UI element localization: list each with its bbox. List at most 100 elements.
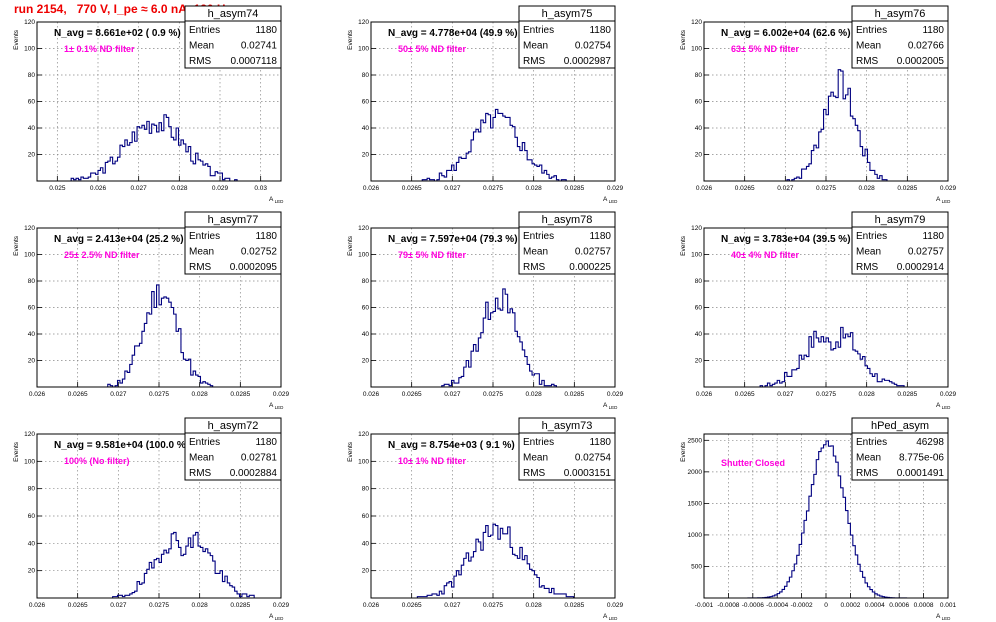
stats-value: 1180 bbox=[922, 25, 944, 36]
histogram-pad-h_asym78: 0.026 0.0265 0.027 0.0275 0.028 0.0285 0.029 20… bbox=[347, 211, 624, 410]
y-tick-label: 100 bbox=[24, 458, 35, 465]
x-tick-label: 0.026 bbox=[363, 391, 380, 398]
stats-label: Entries bbox=[523, 231, 554, 242]
stats-title: hPed_asym bbox=[871, 420, 929, 432]
stats-value: 0.000225 bbox=[569, 262, 611, 273]
x-tick-label: -0.001 bbox=[695, 602, 714, 609]
n-avg-label: N_avg = 6.002e+04 (62.6 %) bbox=[721, 28, 851, 39]
y-tick-label: 60 bbox=[362, 513, 370, 520]
y-tick-label: 100 bbox=[691, 252, 702, 259]
stats-label: RMS bbox=[856, 468, 879, 479]
stats-title: h_asym76 bbox=[875, 8, 926, 20]
plot-frame bbox=[370, 227, 616, 388]
x-tick-label: 0.0002 bbox=[840, 602, 860, 609]
x-tick-label: 0.028 bbox=[526, 391, 543, 398]
filter-note: 40± 4% ND filter bbox=[731, 250, 799, 260]
x-tick-label: 0.029 bbox=[212, 185, 229, 192]
y-tick-label: 40 bbox=[695, 125, 703, 132]
y-tick-label: 60 bbox=[28, 305, 36, 312]
y-tick-label: 20 bbox=[362, 358, 370, 365]
y-tick-label: 40 bbox=[28, 125, 36, 132]
plot-frame bbox=[703, 227, 949, 388]
histogram-pad-h_asym74: 0.025 0.026 0.027 0.028 0.029 0.03 20 40 60 80 100… bbox=[13, 5, 284, 204]
n-avg-label: N_avg = 7.597e+04 (79.3 %) bbox=[388, 234, 518, 245]
stats-label: RMS bbox=[523, 56, 546, 67]
plot-frame bbox=[36, 21, 282, 182]
stats-title: h_asym78 bbox=[542, 214, 593, 226]
stats-box: h_asym78 Entries 1180 Mean 0.02757 RMS 0.00022… bbox=[518, 211, 616, 275]
y-tick-label: 60 bbox=[362, 99, 370, 106]
y-tick-label: 80 bbox=[695, 72, 703, 79]
stats-label: Mean bbox=[856, 247, 881, 258]
histogram-pad-h_asym73: 0.026 0.0265 0.027 0.0275 0.028 0.0285 0.029 20… bbox=[347, 417, 624, 621]
stats-value: 1180 bbox=[255, 25, 277, 36]
y-tick-label: 500 bbox=[691, 563, 702, 570]
y-tick-label: 100 bbox=[24, 46, 35, 53]
y-axis-label: Events bbox=[680, 29, 687, 50]
x-tick-label: 0.0285 bbox=[897, 185, 917, 192]
stats-label: Entries bbox=[856, 437, 887, 448]
x-tick-label: 0.028 bbox=[526, 602, 543, 609]
filter-note: 10± 1% ND filter bbox=[398, 456, 466, 466]
y-tick-label: 40 bbox=[28, 540, 36, 547]
x-tick-label: 0.027 bbox=[444, 391, 461, 398]
y-tick-label: 80 bbox=[28, 72, 36, 79]
y-tick-label: 60 bbox=[695, 305, 703, 312]
stats-label: RMS bbox=[523, 468, 546, 479]
x-tick-label: 0.029 bbox=[607, 185, 624, 192]
stats-box: hPed_asym Entries 46298 Mean 8.775e-06 RMS 0.0… bbox=[851, 417, 949, 481]
filter-note: 50± 5% ND filter bbox=[398, 44, 466, 54]
histogram-pad-h_asym79: 0.026 0.0265 0.027 0.0275 0.028 0.0285 0.029 20… bbox=[680, 211, 957, 410]
filter-note: 1± 0.1% ND filter bbox=[64, 44, 135, 54]
stats-value: 1180 bbox=[589, 231, 611, 242]
x-tick-label: 0.0275 bbox=[483, 185, 503, 192]
stats-label: RMS bbox=[189, 468, 212, 479]
x-axis-label: A LED bbox=[269, 613, 284, 621]
n-avg-label: N_avg = 2.413e+04 (25.2 %) bbox=[54, 234, 184, 245]
y-tick-label: 120 bbox=[24, 225, 35, 232]
y-tick-label: 120 bbox=[358, 225, 369, 232]
stats-label: Entries bbox=[189, 231, 220, 242]
stats-value: 0.02757 bbox=[575, 247, 612, 258]
x-tick-label: 0.0004 bbox=[865, 602, 885, 609]
y-tick-label: 60 bbox=[695, 99, 703, 106]
plot-frame bbox=[703, 21, 949, 182]
histogram-pad-h_asym77: 0.026 0.0265 0.027 0.0275 0.028 0.0285 0.029 20… bbox=[13, 211, 290, 410]
y-tick-label: 80 bbox=[695, 278, 703, 285]
x-tick-label: 0.0008 bbox=[914, 602, 934, 609]
y-axis-label: Events bbox=[13, 441, 20, 462]
x-tick-label: 0.0265 bbox=[68, 602, 88, 609]
x-tick-label: -0.0008 bbox=[717, 602, 739, 609]
x-tick-label: 0.027 bbox=[110, 391, 127, 398]
n-avg-label: N_avg = 4.778e+04 (49.9 %) bbox=[388, 28, 518, 39]
y-axis-label: Events bbox=[680, 441, 687, 462]
x-tick-label: 0.028 bbox=[171, 185, 188, 192]
stats-box: h_asym79 Entries 1180 Mean 0.02757 RMS 0.00029… bbox=[851, 211, 949, 275]
x-tick-label: 0.028 bbox=[192, 602, 209, 609]
stats-box: h_asym72 Entries 1180 Mean 0.02781 RMS 0.00028… bbox=[184, 417, 282, 481]
stats-value: 0.0002987 bbox=[564, 56, 612, 67]
y-tick-label: 80 bbox=[28, 486, 36, 493]
x-tick-label: 0.029 bbox=[273, 391, 290, 398]
x-tick-label: 0.0285 bbox=[897, 391, 917, 398]
stats-value: 1180 bbox=[589, 25, 611, 36]
x-axis-label: A LED bbox=[936, 196, 951, 204]
y-tick-label: 1000 bbox=[688, 532, 703, 539]
x-tick-label: 0.0285 bbox=[564, 185, 584, 192]
y-tick-label: 20 bbox=[28, 568, 36, 575]
x-axis-label: A LED bbox=[269, 196, 284, 204]
x-tick-label: 0.026 bbox=[696, 185, 713, 192]
y-tick-label: 80 bbox=[28, 278, 36, 285]
plot-frame bbox=[703, 433, 949, 599]
y-tick-label: 100 bbox=[691, 46, 702, 53]
x-tick-label: 0.027 bbox=[444, 602, 461, 609]
stats-value: 1180 bbox=[589, 437, 611, 448]
stats-title: h_asym73 bbox=[542, 420, 593, 432]
x-tick-label: 0.026 bbox=[29, 602, 46, 609]
x-tick-label: 0 bbox=[824, 602, 828, 609]
stats-value: 0.02754 bbox=[575, 453, 612, 464]
x-tick-label: 0.0285 bbox=[230, 602, 250, 609]
stats-box: h_asym73 Entries 1180 Mean 0.02754 RMS 0.00031… bbox=[518, 417, 616, 481]
y-tick-label: 60 bbox=[28, 513, 36, 520]
